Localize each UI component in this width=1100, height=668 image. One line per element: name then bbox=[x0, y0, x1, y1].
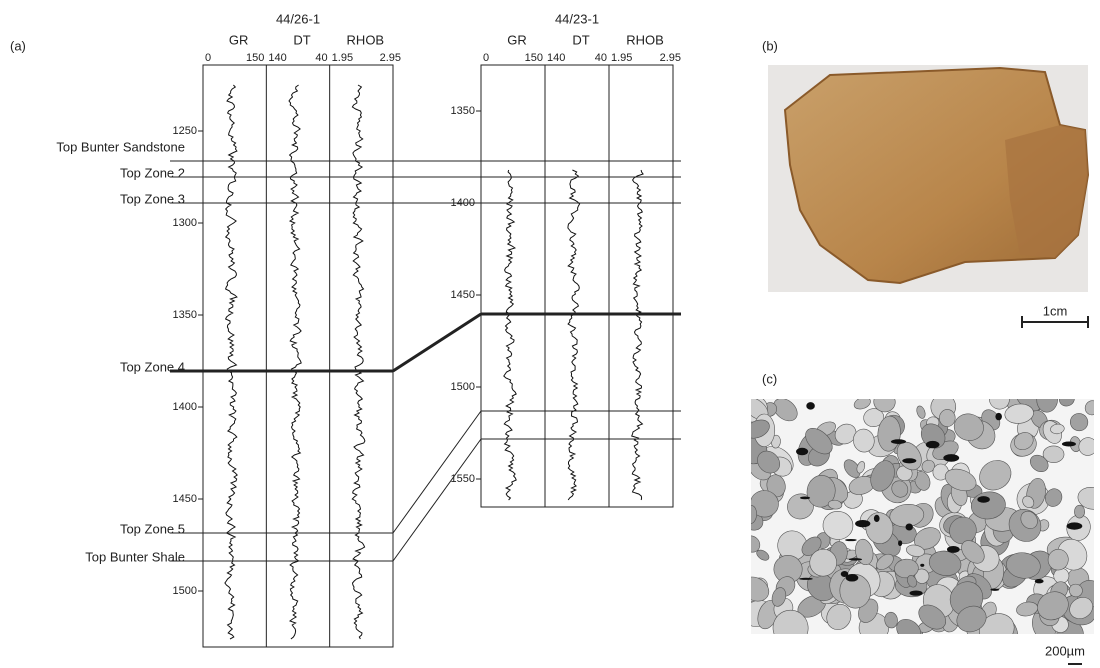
depth-label: 1250 bbox=[173, 125, 197, 137]
well-name: 44/26-1 bbox=[276, 11, 320, 26]
track-max: 40 bbox=[595, 52, 607, 64]
top-label: Top Bunter Sandstone bbox=[56, 139, 185, 154]
scale-label: 1cm bbox=[1043, 303, 1068, 318]
pore bbox=[902, 458, 916, 463]
pore bbox=[799, 578, 813, 580]
pore bbox=[990, 589, 999, 591]
pore bbox=[947, 546, 960, 553]
pore bbox=[849, 558, 862, 560]
pore bbox=[977, 496, 990, 503]
depth-label: 1500 bbox=[451, 381, 475, 393]
pore bbox=[845, 539, 857, 541]
depth-label: 1450 bbox=[173, 493, 197, 505]
track-name: DT bbox=[293, 32, 310, 47]
track-name: DT bbox=[572, 32, 589, 47]
pore bbox=[806, 402, 815, 409]
top-label: Top Zone 5 bbox=[120, 521, 185, 536]
pore bbox=[898, 540, 902, 546]
panel-label: (c) bbox=[762, 371, 777, 386]
track-max: 2.95 bbox=[380, 52, 401, 64]
depth-label: 1300 bbox=[173, 217, 197, 229]
track-name: GR bbox=[507, 32, 527, 47]
track-min: 140 bbox=[268, 52, 286, 64]
track-min: 140 bbox=[547, 52, 565, 64]
pore bbox=[1035, 579, 1044, 583]
correlation-line bbox=[393, 439, 481, 561]
track-min: 1.95 bbox=[611, 52, 632, 64]
panel-label: (b) bbox=[762, 38, 778, 53]
track-min: 0 bbox=[205, 52, 211, 64]
depth-label: 1400 bbox=[173, 401, 197, 413]
scale-label: 200µm bbox=[1045, 643, 1085, 658]
track-min: 1.95 bbox=[332, 52, 353, 64]
log-curve bbox=[568, 170, 580, 500]
track-max: 2.95 bbox=[660, 52, 681, 64]
depth-label: 1350 bbox=[451, 105, 475, 117]
log-curve bbox=[289, 85, 301, 639]
grain bbox=[1074, 505, 1084, 518]
well-frame bbox=[481, 65, 673, 507]
correlation-line bbox=[393, 314, 481, 371]
depth-label: 1350 bbox=[173, 309, 197, 321]
log-curve bbox=[225, 85, 237, 639]
pore bbox=[926, 441, 940, 448]
pore bbox=[800, 496, 810, 499]
track-max: 150 bbox=[246, 52, 264, 64]
grain bbox=[939, 409, 955, 427]
pore bbox=[943, 454, 959, 462]
depth-label: 1450 bbox=[451, 289, 475, 301]
pore bbox=[1067, 522, 1083, 529]
panel-label: (a) bbox=[10, 38, 26, 53]
depth-label: 1550 bbox=[451, 473, 475, 485]
track-name: RHOB bbox=[626, 32, 664, 47]
pore bbox=[995, 413, 1002, 420]
track-max: 40 bbox=[315, 52, 327, 64]
pore bbox=[906, 523, 913, 530]
top-label: Top Zone 3 bbox=[120, 191, 185, 206]
pore bbox=[909, 590, 922, 595]
pore bbox=[855, 520, 870, 527]
pore bbox=[891, 439, 906, 444]
track-name: GR bbox=[229, 32, 249, 47]
well-logs: 44/26-1 GR 0 150 DT 140 40 RHOB 1.95 2.95 1250 1300… bbox=[56, 11, 681, 647]
pore bbox=[796, 448, 808, 455]
depth-label: 1500 bbox=[173, 585, 197, 597]
top-label: Top Bunter Shale bbox=[85, 549, 185, 564]
track-min: 0 bbox=[483, 52, 489, 64]
track-max: 150 bbox=[525, 52, 543, 64]
top-label: Top Zone 2 bbox=[120, 165, 185, 180]
pore bbox=[1062, 441, 1076, 446]
log-curve bbox=[632, 170, 643, 500]
log-curve bbox=[504, 170, 516, 500]
track-name: RHOB bbox=[347, 32, 385, 47]
pore bbox=[841, 571, 849, 577]
pore bbox=[920, 564, 924, 567]
log-curve bbox=[352, 85, 365, 639]
well-name: 44/23-1 bbox=[555, 11, 599, 26]
figure: (a) (b) (c) 1cm 200µm 44/26-1 GR 0 150 DT 140… bbox=[0, 0, 1100, 668]
pore bbox=[874, 515, 880, 522]
